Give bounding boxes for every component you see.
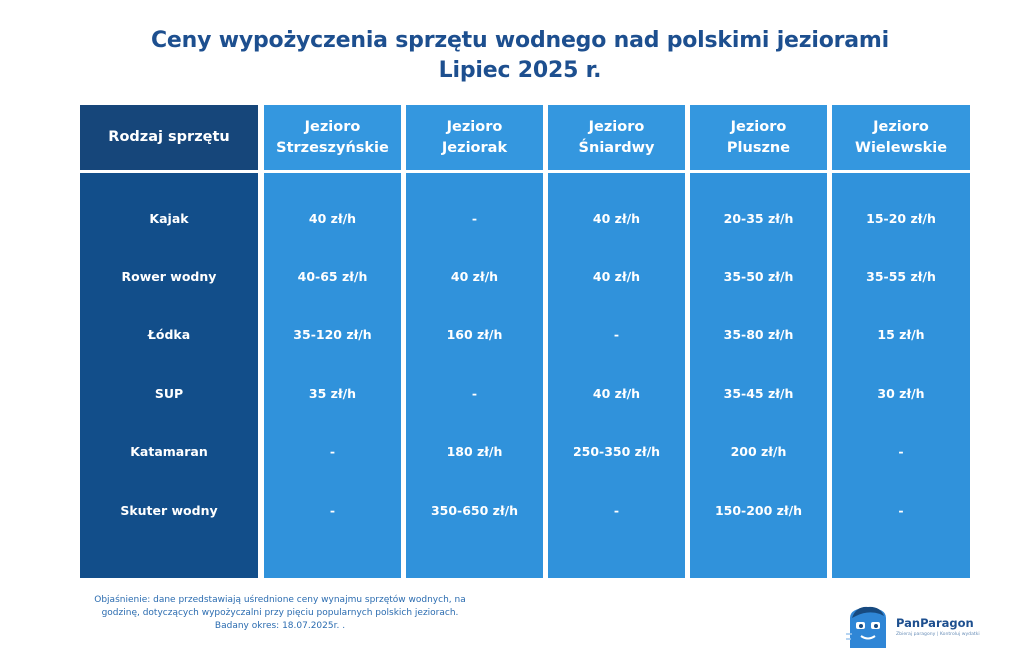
price-cell: 15 zł/h bbox=[877, 326, 925, 342]
price-cell: 35-55 zł/h bbox=[866, 268, 936, 284]
brand-tagline: Zbieraj paragony | Kontroluj wydatki bbox=[896, 632, 980, 637]
price-cell: - bbox=[329, 443, 336, 459]
price-cell: 15-20 zł/h bbox=[866, 210, 936, 226]
price-cell: - bbox=[898, 502, 904, 518]
column-lake-pluszne: Jezioro Pluszne 20-35 zł/h 35-50 zł/h 35… bbox=[690, 105, 827, 578]
price-cell: 200 zł/h bbox=[730, 443, 787, 459]
price-cell: 160 zł/h bbox=[446, 326, 503, 342]
header-lake-line1: Jezioro bbox=[304, 118, 361, 135]
column-equipment: Rodzaj sprzętu Kajak Rower wodny Łódka S… bbox=[80, 105, 258, 578]
header-lake-line1: Jezioro bbox=[588, 118, 645, 135]
price-cell: 40 zł/h bbox=[450, 268, 499, 284]
price-cell: 180 zł/h bbox=[446, 443, 503, 459]
header-separator bbox=[406, 170, 543, 173]
price-cell: - bbox=[329, 502, 336, 518]
price-cell: 250-350 zł/h bbox=[572, 443, 661, 459]
header-lake-line2: Pluszne bbox=[726, 139, 791, 156]
brand-name: PanParagon bbox=[896, 616, 974, 630]
explanation-note: Objaśnienie: dane przedstawiają uśrednio… bbox=[80, 594, 480, 633]
header-equipment-label: Rodzaj sprzętu bbox=[108, 129, 230, 145]
column-lake-strzeszynskie: Jezioro Strzeszyńskie 40 zł/h 40-65 zł/h… bbox=[264, 105, 401, 578]
header-lake: Jezioro Strzeszyńskie bbox=[264, 105, 401, 170]
title-line-2: Lipiec 2025 r. bbox=[438, 58, 602, 83]
column-lake-sniardwy: Jezioro Śniardwy 40 zł/h 40 zł/h - 40 zł… bbox=[548, 105, 685, 578]
header-separator bbox=[80, 170, 258, 173]
price-cell: 40 zł/h bbox=[592, 268, 641, 284]
price-cell: - bbox=[898, 443, 904, 459]
note-line-2: godzinę, dotyczących wypożyczalni przy p… bbox=[101, 608, 459, 618]
header-lake-line2: Wielewskie bbox=[854, 139, 948, 156]
price-cell: 40 zł/h bbox=[592, 210, 641, 226]
price-cell: 20-35 zł/h bbox=[723, 210, 794, 226]
header-lake: Jezioro Jeziorak bbox=[406, 105, 543, 170]
header-separator bbox=[832, 170, 970, 173]
note-line-3: Badany okres: 18.07.2025r. . bbox=[214, 621, 346, 631]
column-lake-jeziorak: Jezioro Jeziorak - 40 zł/h 160 zł/h - 18… bbox=[406, 105, 543, 578]
header-separator bbox=[690, 170, 827, 173]
price-cell: - bbox=[471, 210, 478, 226]
mascot-icon bbox=[846, 606, 886, 648]
price-cell: 35 zł/h bbox=[308, 385, 357, 401]
header-separator bbox=[548, 170, 685, 173]
row-label: SUP bbox=[154, 385, 184, 401]
price-cell: - bbox=[471, 385, 478, 401]
header-lake: Jezioro Wielewskie bbox=[832, 105, 970, 170]
price-cell: 35-120 zł/h bbox=[293, 326, 372, 342]
price-cell: 40 zł/h bbox=[308, 210, 357, 226]
price-cell: 350-650 zł/h bbox=[430, 502, 519, 518]
brand-logo: PanParagon Zbieraj paragony | Kontroluj … bbox=[846, 604, 980, 654]
price-cell: 35-45 zł/h bbox=[723, 385, 794, 401]
header-lake: Jezioro Śniardwy bbox=[548, 105, 685, 170]
row-label: Kajak bbox=[149, 210, 189, 226]
note-line-1: Objaśnienie: dane przedstawiają uśrednio… bbox=[94, 595, 466, 605]
header-separator bbox=[264, 170, 401, 173]
header-lake: Jezioro Pluszne bbox=[690, 105, 827, 170]
header-lake-line1: Jezioro bbox=[730, 118, 787, 135]
price-cell: 150-200 zł/h bbox=[714, 502, 803, 518]
price-cell: 40 zł/h bbox=[592, 385, 641, 401]
header-lake-line1: Jezioro bbox=[873, 118, 929, 135]
price-cell: 35-80 zł/h bbox=[723, 326, 794, 342]
row-label: Rower wodny bbox=[121, 268, 217, 284]
page-title: Ceny wypożyczenia sprzętu wodnego nad po… bbox=[0, 26, 1024, 86]
title-line-1: Ceny wypożyczenia sprzętu wodnego nad po… bbox=[150, 28, 889, 53]
row-label: Skuter wodny bbox=[120, 502, 218, 518]
price-cell: - bbox=[613, 502, 620, 518]
row-label: Łódka bbox=[147, 326, 191, 342]
header-equipment: Rodzaj sprzętu bbox=[80, 105, 258, 170]
price-cell: 35-50 zł/h bbox=[723, 268, 794, 284]
column-lake-wielewskie: Jezioro Wielewskie 15-20 zł/h 35-55 zł/h… bbox=[832, 105, 970, 578]
header-lake-line2: Jeziorak bbox=[441, 139, 508, 156]
price-cell: - bbox=[613, 326, 620, 342]
header-lake-line2: Strzeszyńskie bbox=[276, 139, 389, 156]
header-lake-line2: Śniardwy bbox=[578, 139, 655, 156]
header-lake-line1: Jezioro bbox=[446, 118, 503, 135]
price-cell: 40-65 zł/h bbox=[297, 268, 368, 284]
price-cell: 30 zł/h bbox=[877, 385, 925, 401]
price-table: Rodzaj sprzętu Kajak Rower wodny Łódka S… bbox=[80, 105, 970, 578]
row-label: Katamaran bbox=[130, 443, 208, 459]
